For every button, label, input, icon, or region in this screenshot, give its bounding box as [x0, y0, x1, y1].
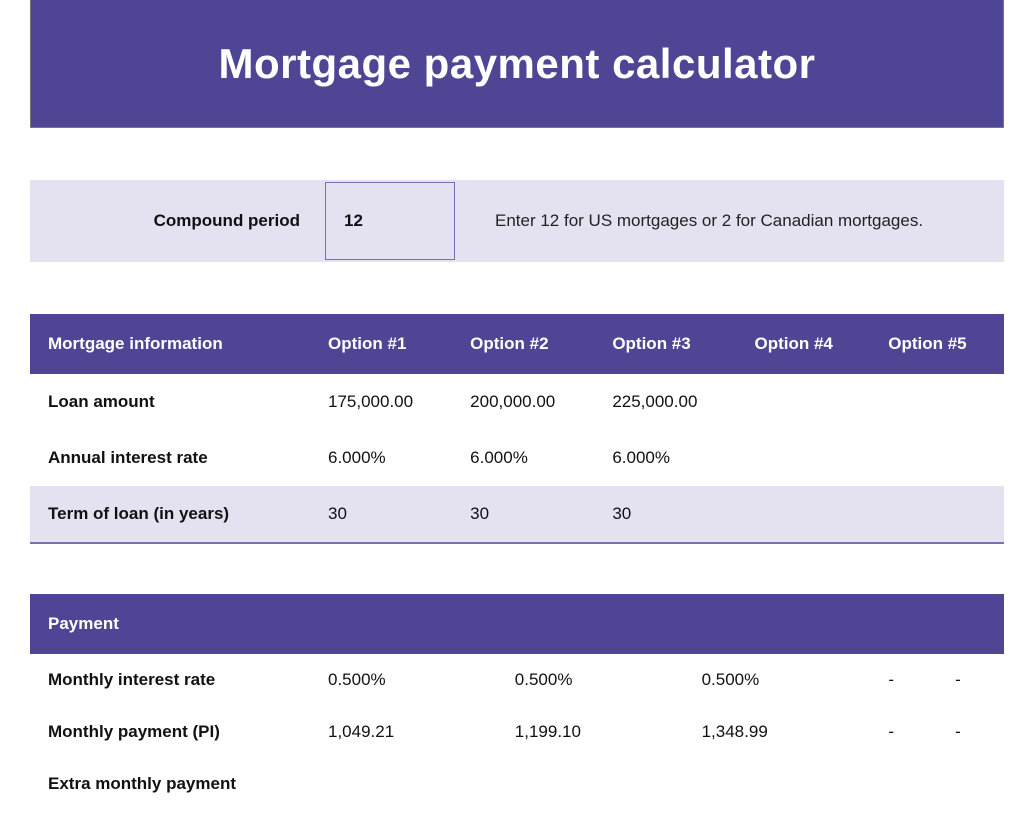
table-row: Annual interest rate 6.000% 6.000% 6.000… — [30, 430, 1004, 486]
cell-value[interactable]: 30 — [310, 486, 452, 543]
cell-value: - — [870, 706, 937, 758]
cell-value[interactable] — [736, 486, 870, 543]
page-container: Mortgage payment calculator Compound per… — [0, 0, 1034, 840]
cell-value: 1,049.21 — [310, 706, 497, 758]
cell-value[interactable]: 30 — [594, 486, 736, 543]
cell-value: 0.500% — [684, 654, 871, 706]
info-col-3: Option #3 — [594, 314, 736, 374]
cell-value[interactable]: 175,000.00 — [310, 374, 452, 430]
info-header-label: Mortgage information — [30, 314, 310, 374]
cell-value: 0.500% — [497, 654, 684, 706]
cell-value[interactable] — [736, 430, 870, 486]
cell-value: - — [870, 654, 937, 706]
cell-value[interactable] — [870, 758, 937, 810]
payment-table: Monthly interest rate 0.500% 0.500% 0.50… — [30, 654, 1004, 810]
row-label: Extra monthly payment — [30, 758, 310, 810]
info-col-1: Option #1 — [310, 314, 452, 374]
cell-value: 0.500% — [310, 654, 497, 706]
row-label: Term of loan (in years) — [30, 486, 310, 543]
cell-value[interactable] — [684, 758, 871, 810]
compound-period-input[interactable]: 12 — [325, 182, 455, 260]
compound-period-row: Compound period 12 Enter 12 for US mortg… — [30, 180, 1004, 262]
cell-value[interactable] — [497, 758, 684, 810]
compound-period-hint: Enter 12 for US mortgages or 2 for Canad… — [455, 211, 923, 231]
cell-value[interactable] — [736, 374, 870, 430]
info-col-2: Option #2 — [452, 314, 594, 374]
row-label: Annual interest rate — [30, 430, 310, 486]
table-row: Term of loan (in years) 30 30 30 — [30, 486, 1004, 543]
row-label: Loan amount — [30, 374, 310, 430]
payment-section-header: Payment — [30, 594, 1004, 654]
cell-value[interactable]: 6.000% — [594, 430, 736, 486]
table-header-row: Mortgage information Option #1 Option #2… — [30, 314, 1004, 374]
row-label: Monthly payment (PI) — [30, 706, 310, 758]
table-row: Loan amount 175,000.00 200,000.00 225,00… — [30, 374, 1004, 430]
title-banner: Mortgage payment calculator — [30, 0, 1004, 128]
cell-value[interactable]: 200,000.00 — [452, 374, 594, 430]
cell-value[interactable]: 6.000% — [452, 430, 594, 486]
mortgage-info-table: Mortgage information Option #1 Option #2… — [30, 314, 1004, 544]
cell-value[interactable] — [870, 430, 1004, 486]
compound-period-label: Compound period — [30, 211, 325, 231]
cell-value: 1,199.10 — [497, 706, 684, 758]
info-col-4: Option #4 — [736, 314, 870, 374]
cell-value[interactable] — [870, 374, 1004, 430]
row-label: Monthly interest rate — [30, 654, 310, 706]
cell-value: - — [937, 654, 1004, 706]
cell-value[interactable]: 30 — [452, 486, 594, 543]
table-row: Monthly interest rate 0.500% 0.500% 0.50… — [30, 654, 1004, 706]
table-row: Monthly payment (PI) 1,049.21 1,199.10 1… — [30, 706, 1004, 758]
info-col-5: Option #5 — [870, 314, 1004, 374]
cell-value[interactable] — [937, 758, 1004, 810]
page-title: Mortgage payment calculator — [219, 40, 816, 88]
cell-value[interactable]: 225,000.00 — [594, 374, 736, 430]
cell-value: 1,348.99 — [684, 706, 871, 758]
cell-value[interactable] — [870, 486, 1004, 543]
cell-value: - — [937, 706, 1004, 758]
cell-value[interactable] — [310, 758, 497, 810]
cell-value[interactable]: 6.000% — [310, 430, 452, 486]
table-row: Extra monthly payment — [30, 758, 1004, 810]
